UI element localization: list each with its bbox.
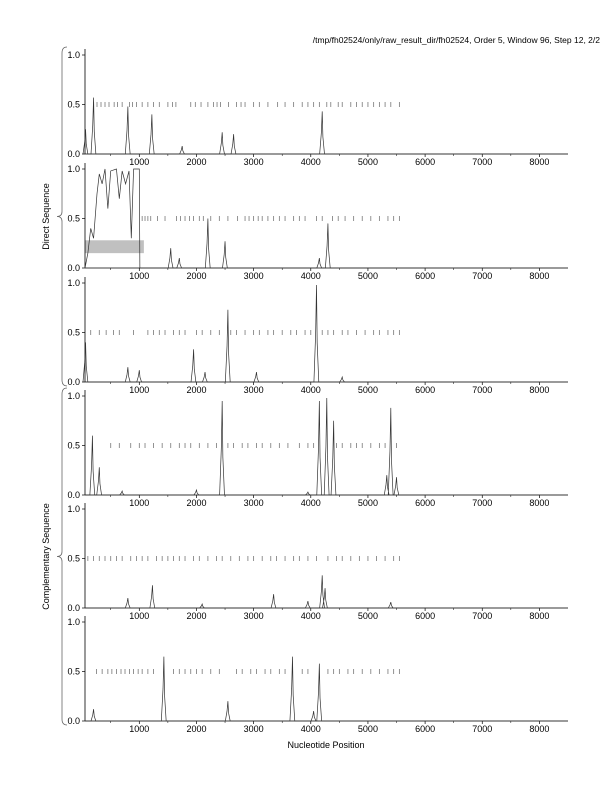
y-tick-label: 0.0 (67, 377, 80, 387)
x-tick-label: 6000 (415, 724, 435, 734)
group-brace (56, 46, 68, 387)
x-tick-label: 4000 (301, 385, 321, 395)
x-tick-label: 2000 (186, 498, 206, 508)
x-tick-label: 1000 (129, 498, 149, 508)
x-tick-label: 8000 (529, 271, 549, 281)
group-label: Complementary Sequence (41, 503, 51, 610)
x-tick-label: 7000 (472, 611, 492, 621)
group-label: Direct Sequence (41, 183, 51, 250)
x-tick-label: 6000 (415, 157, 435, 167)
x-tick-label: 7000 (472, 157, 492, 167)
y-tick-label: 0.5 (67, 100, 80, 110)
x-tick-label: 4000 (301, 724, 321, 734)
x-tick-label: 6000 (415, 611, 435, 621)
x-tick-label: 4000 (301, 611, 321, 621)
x-tick-label: 4000 (301, 498, 321, 508)
score-line (85, 397, 568, 496)
x-tick-label: 2000 (186, 724, 206, 734)
x-tick-label: 2000 (186, 271, 206, 281)
x-tick-label: 8000 (529, 157, 549, 167)
group-brace (56, 387, 68, 726)
x-tick-label: 6000 (415, 385, 435, 395)
x-tick-label: 7000 (472, 724, 492, 734)
y-tick-label: 0.5 (67, 554, 80, 564)
y-tick-label: 1.0 (67, 617, 80, 627)
y-tick-label: 0.5 (67, 328, 80, 338)
y-tick-label: 1.0 (67, 164, 80, 174)
y-tick-label: 1.0 (67, 391, 80, 401)
x-tick-label: 2000 (186, 611, 206, 621)
score-line (82, 284, 568, 383)
x-tick-label: 8000 (529, 385, 549, 395)
header-title: /tmp/fh02524/only/raw_result_dir/fh02524… (312, 35, 600, 45)
x-tick-label: 3000 (244, 157, 264, 167)
x-tick-label: 7000 (472, 385, 492, 395)
y-tick-label: 0.0 (67, 716, 80, 726)
y-tick-label: 1.0 (67, 50, 80, 60)
x-tick-label: 3000 (244, 724, 264, 734)
x-tick-label: 2000 (186, 157, 206, 167)
y-tick-label: 1.0 (67, 278, 80, 288)
score-line (85, 656, 568, 722)
x-tick-label: 5000 (358, 271, 378, 281)
y-tick-label: 0.5 (67, 441, 80, 451)
x-tick-label: 5000 (358, 611, 378, 621)
y-tick-label: 0.0 (67, 263, 80, 273)
x-tick-label: 1000 (129, 611, 149, 621)
x-tick-label: 1000 (129, 385, 149, 395)
x-tick-label: 8000 (529, 724, 549, 734)
score-line (85, 575, 568, 609)
highlight-region (85, 240, 144, 254)
x-axis-label: Nucleotide Position (287, 740, 364, 750)
x-tick-label: 3000 (244, 498, 264, 508)
x-tick-label: 3000 (244, 271, 264, 281)
score-line (84, 168, 568, 269)
y-tick-label: 0.0 (67, 149, 80, 159)
x-tick-label: 5000 (358, 498, 378, 508)
y-tick-label: 0.0 (67, 490, 80, 500)
x-tick-label: 3000 (244, 385, 264, 395)
score-line (82, 97, 568, 155)
x-tick-label: 6000 (415, 271, 435, 281)
y-tick-label: 1.0 (67, 504, 80, 514)
x-tick-label: 5000 (358, 724, 378, 734)
x-tick-label: 8000 (529, 611, 549, 621)
x-tick-label: 1000 (129, 271, 149, 281)
x-tick-label: 5000 (358, 157, 378, 167)
x-tick-label: 5000 (358, 385, 378, 395)
x-tick-label: 8000 (529, 498, 549, 508)
x-tick-label: 7000 (472, 271, 492, 281)
x-tick-label: 7000 (472, 498, 492, 508)
y-tick-label: 0.5 (67, 214, 80, 224)
x-tick-label: 1000 (129, 724, 149, 734)
y-tick-label: 0.0 (67, 603, 80, 613)
x-tick-label: 1000 (129, 157, 149, 167)
x-tick-label: 2000 (186, 385, 206, 395)
x-tick-label: 3000 (244, 611, 264, 621)
x-tick-label: 4000 (301, 157, 321, 167)
x-tick-label: 6000 (415, 498, 435, 508)
x-tick-label: 4000 (301, 271, 321, 281)
y-tick-label: 0.5 (67, 667, 80, 677)
